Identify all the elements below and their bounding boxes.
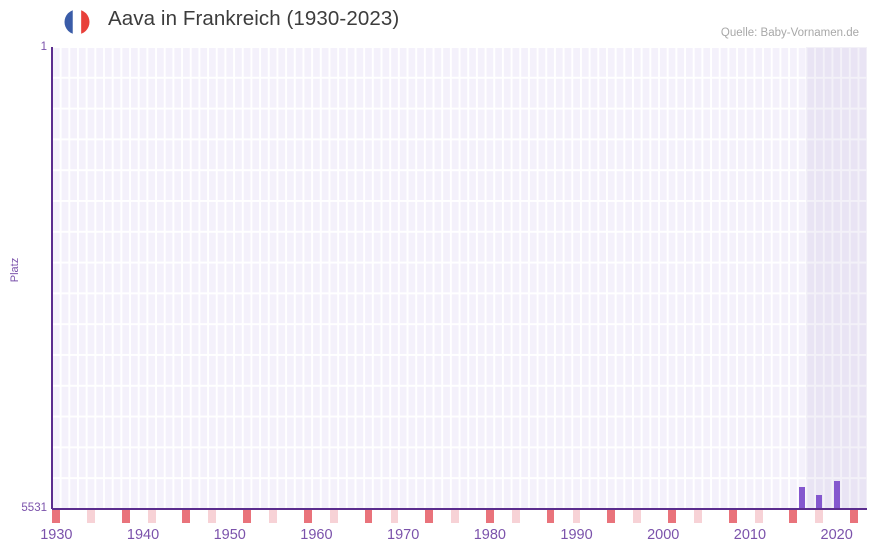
axis-marker-faint-2011 (754, 510, 763, 523)
axis-marker-2008 (728, 510, 737, 523)
axis-marker-1938 (121, 510, 130, 523)
axis-marker-2015 (789, 510, 798, 523)
x-tick-2020: 2020 (820, 527, 853, 543)
axis-marker-faint-1997 (633, 510, 642, 523)
axis-marker-faint-1976 (451, 510, 460, 523)
x-tick-2000: 2000 (647, 527, 680, 543)
x-axis-markers (52, 510, 867, 523)
page-title: Aava in Frankreich (1930-2023) (108, 7, 400, 30)
source-attribution: Quelle: Baby-Vornamen.de (720, 27, 859, 39)
x-tick-1980: 1980 (473, 527, 506, 543)
axis-marker-faint-1990 (572, 510, 581, 523)
axis-marker-2022 (850, 510, 858, 523)
bar-2016 (798, 487, 806, 509)
axis-marker-faint-2018 (815, 510, 824, 523)
y-axis-tick-bottom: 5531 (21, 502, 47, 514)
chart-header: Aava in Frankreich (1930-2023) Quelle: B… (0, 0, 873, 44)
bar-2020 (833, 481, 840, 509)
axis-marker-faint-1962 (329, 510, 338, 523)
axis-marker-1980 (485, 510, 494, 523)
x-axis-line (52, 508, 867, 510)
x-tick-1950: 1950 (213, 527, 246, 543)
axis-marker-1945 (182, 510, 191, 523)
axis-marker-1973 (425, 510, 434, 523)
x-tick-1990: 1990 (560, 527, 593, 543)
x-tick-1970: 1970 (387, 527, 420, 543)
axis-marker-faint-1941 (147, 510, 156, 523)
plot-area (52, 47, 867, 509)
y-axis-line (51, 47, 53, 509)
y-axis-tick-top: 1 (40, 41, 47, 53)
axis-marker-faint-1969 (390, 510, 399, 523)
axis-marker-faint-1955 (269, 510, 277, 523)
axis-marker-faint-2004 (693, 510, 702, 523)
x-tick-1930: 1930 (40, 527, 73, 543)
bar-series (52, 47, 867, 509)
axis-marker-faint-1934 (87, 510, 95, 523)
grid-lines (52, 47, 867, 509)
axis-marker-1930 (52, 510, 61, 523)
axis-marker-faint-1983 (511, 510, 520, 523)
x-tick-2010: 2010 (733, 527, 767, 543)
axis-marker-faint-1948 (208, 510, 217, 523)
axis-marker-1952 (243, 510, 251, 523)
axis-marker-1959 (303, 510, 312, 523)
france-flag-icon (60, 9, 94, 35)
axis-marker-2001 (667, 510, 676, 523)
x-tick-1960: 1960 (300, 527, 333, 543)
bar-2018 (816, 495, 823, 509)
axis-marker-1994 (607, 510, 616, 523)
y-axis-title: Platz (9, 257, 21, 283)
axis-marker-1987 (546, 510, 555, 523)
x-tick-1940: 1940 (126, 527, 160, 543)
axis-marker-1966 (364, 510, 373, 523)
